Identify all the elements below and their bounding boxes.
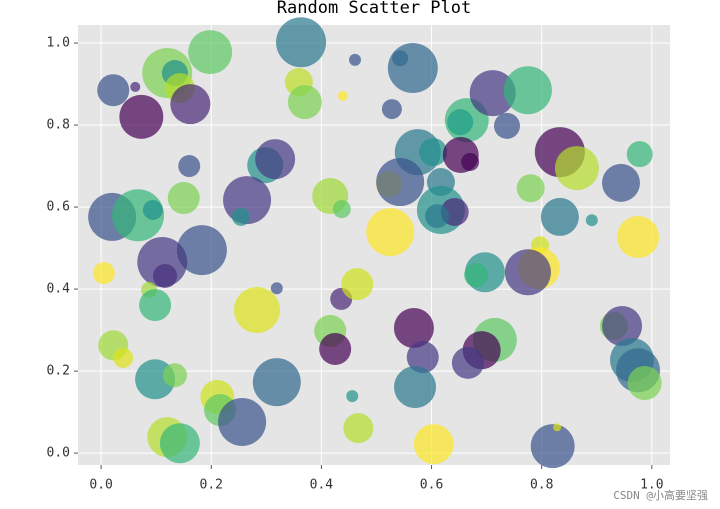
point bbox=[341, 268, 374, 301]
x-tick-label: 0.6 bbox=[420, 478, 443, 493]
point bbox=[554, 146, 599, 191]
point bbox=[178, 155, 201, 178]
point bbox=[461, 152, 480, 171]
point bbox=[387, 43, 438, 94]
y-tick-label: 0.8 bbox=[47, 118, 70, 133]
point bbox=[287, 85, 322, 120]
point bbox=[113, 347, 134, 368]
point bbox=[139, 289, 172, 322]
point bbox=[346, 390, 359, 403]
x-tick-label: 0.0 bbox=[89, 478, 112, 493]
point bbox=[270, 282, 283, 295]
point bbox=[337, 90, 348, 101]
point bbox=[162, 363, 187, 388]
point bbox=[469, 70, 516, 117]
point bbox=[92, 262, 115, 285]
watermark: CSDN @小高要坚强 bbox=[613, 488, 708, 502]
point bbox=[504, 249, 551, 296]
point bbox=[394, 366, 437, 409]
point bbox=[349, 53, 362, 66]
point bbox=[376, 158, 425, 207]
point bbox=[255, 139, 296, 180]
point bbox=[627, 365, 662, 400]
x-tick-label: 0.2 bbox=[200, 478, 223, 493]
point bbox=[142, 199, 163, 220]
point bbox=[601, 163, 640, 202]
point bbox=[276, 17, 327, 68]
point bbox=[585, 214, 598, 227]
point bbox=[233, 286, 280, 333]
y-tick-label: 1.0 bbox=[47, 36, 70, 51]
point bbox=[540, 197, 579, 236]
point bbox=[413, 424, 454, 465]
x-tick-label: 0.4 bbox=[310, 478, 334, 493]
point bbox=[119, 94, 164, 139]
x-tick-label: 0.8 bbox=[530, 478, 553, 493]
point bbox=[419, 138, 448, 167]
point bbox=[626, 141, 653, 168]
y-tick-label: 0.0 bbox=[47, 446, 70, 461]
point bbox=[218, 397, 267, 446]
point bbox=[553, 423, 562, 432]
point bbox=[130, 81, 141, 92]
point bbox=[464, 263, 489, 288]
y-tick-label: 0.6 bbox=[47, 200, 70, 215]
point bbox=[393, 308, 434, 349]
point bbox=[617, 216, 660, 259]
point bbox=[493, 112, 520, 139]
point bbox=[176, 225, 227, 276]
point bbox=[343, 413, 374, 444]
point bbox=[153, 263, 178, 288]
point bbox=[319, 332, 352, 365]
point bbox=[332, 200, 351, 219]
point bbox=[366, 208, 415, 257]
point bbox=[188, 30, 233, 75]
x-tick-label: 1.0 bbox=[640, 478, 663, 493]
y-tick-label: 0.2 bbox=[47, 364, 70, 379]
point bbox=[602, 305, 643, 346]
point bbox=[167, 182, 200, 215]
point bbox=[530, 424, 575, 469]
point bbox=[252, 358, 301, 407]
chart-title: Random Scatter Plot bbox=[277, 0, 471, 18]
point bbox=[232, 207, 251, 226]
point bbox=[425, 204, 450, 229]
point bbox=[516, 174, 545, 203]
point bbox=[159, 423, 200, 464]
point bbox=[451, 346, 484, 379]
point bbox=[170, 84, 211, 125]
point bbox=[406, 341, 439, 374]
point bbox=[381, 99, 402, 120]
point bbox=[503, 66, 552, 115]
point bbox=[447, 109, 474, 136]
y-tick-label: 0.4 bbox=[47, 282, 71, 297]
point bbox=[97, 74, 130, 107]
